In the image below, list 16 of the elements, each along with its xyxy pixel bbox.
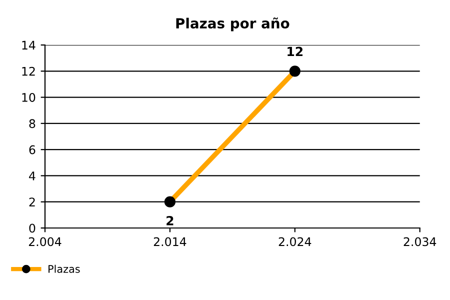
data-label: 12 — [288, 46, 303, 56]
x-tick-label: 2.004 — [28, 237, 62, 246]
y-tick-label: 12 — [22, 66, 35, 76]
x-tick-label: 2.024 — [278, 237, 312, 246]
y-tick-label: 6 — [29, 145, 36, 154]
y-tick-label: 10 — [22, 93, 36, 102]
legend-label: Plazas — [48, 264, 80, 273]
chart-title: Plazas por año — [176, 18, 290, 32]
y-tick-label: 4 — [29, 172, 36, 180]
data-label: 2 — [166, 216, 174, 226]
y-tick-label: 0 — [29, 224, 36, 233]
x-tick-label: 2.034 — [404, 237, 436, 246]
y-tick-label: 14 — [22, 40, 36, 50]
y-tick-label: 2 — [29, 198, 35, 206]
y-tick-label: 8 — [29, 119, 36, 128]
x-tick-label: 2.014 — [154, 237, 186, 246]
